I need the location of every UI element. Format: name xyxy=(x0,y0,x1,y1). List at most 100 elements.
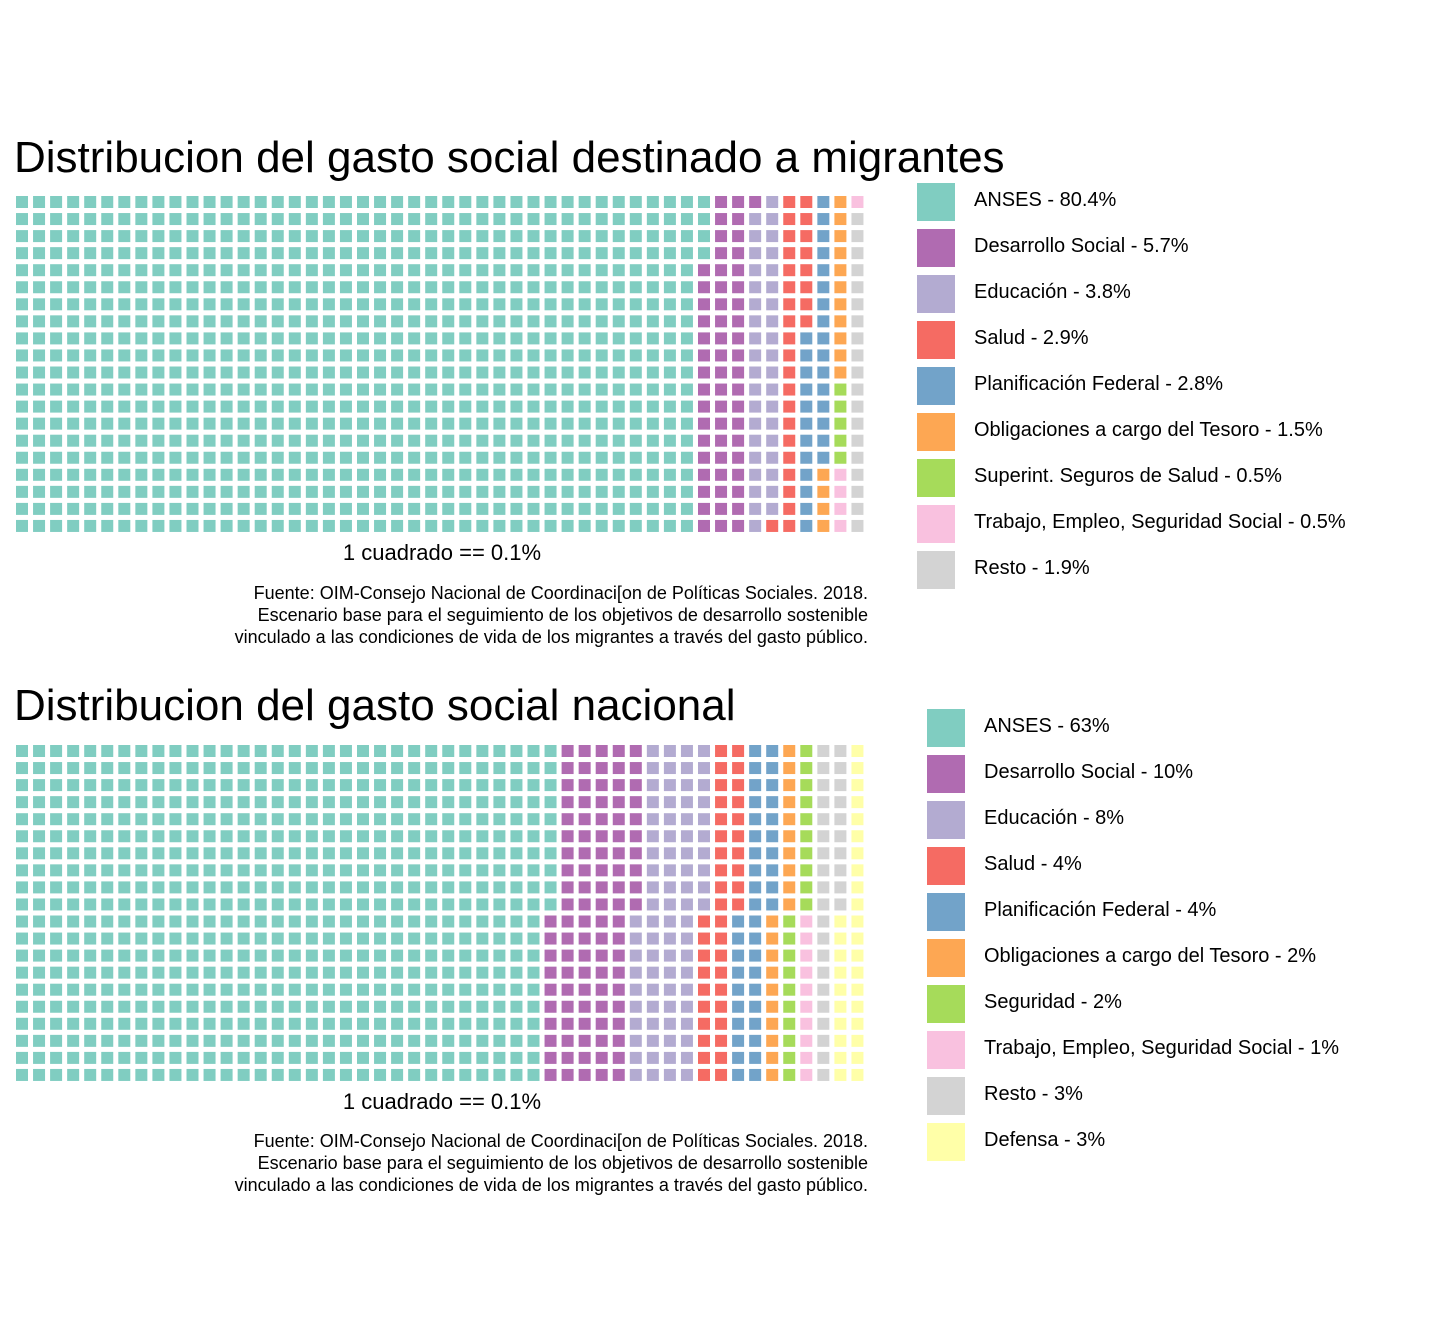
waffle-square-1-0 xyxy=(544,779,557,792)
waffle-square-1-0 xyxy=(322,1051,335,1064)
legend-key-swatch xyxy=(927,985,965,1023)
waffle-square-0-0 xyxy=(493,315,506,328)
waffle-square-1-0 xyxy=(322,745,335,757)
waffle-square-1-0 xyxy=(391,864,404,877)
waffle-square-0-0 xyxy=(203,298,216,311)
waffle-square-0-7 xyxy=(834,485,847,498)
waffle-square-0-3 xyxy=(783,298,796,311)
waffle-square-1-0 xyxy=(374,779,387,792)
waffle-square-0-0 xyxy=(391,434,404,447)
waffle-square-0-0 xyxy=(357,281,369,294)
waffle-square-1-0 xyxy=(357,1051,369,1064)
waffle-square-1-0 xyxy=(442,1068,455,1081)
waffle-square-0-0 xyxy=(67,468,80,481)
waffle-square-0-0 xyxy=(152,298,165,311)
legend-label: ANSES - 63% xyxy=(984,715,1110,737)
waffle-square-0-0 xyxy=(271,383,284,396)
waffle-square-0-0 xyxy=(152,332,165,345)
waffle-square-0-0 xyxy=(118,315,131,328)
waffle-square-1-0 xyxy=(186,983,199,996)
waffle-square-1-0 xyxy=(339,779,352,792)
waffle-square-0-0 xyxy=(237,298,250,311)
waffle-square-1-0 xyxy=(237,966,250,979)
waffle-square-1-0 xyxy=(50,1017,63,1030)
waffle-square-1-0 xyxy=(510,796,523,809)
waffle-square-0-0 xyxy=(561,519,574,532)
waffle-square-1-3 xyxy=(698,949,710,962)
waffle-square-0-0 xyxy=(288,213,301,226)
waffle-square-0-0 xyxy=(476,485,489,498)
waffle-square-1-0 xyxy=(442,1017,455,1030)
waffle-square-0-0 xyxy=(288,417,301,430)
waffle-square-1-0 xyxy=(476,847,489,860)
waffle-square-1-0 xyxy=(186,762,199,775)
waffle-square-0-0 xyxy=(663,502,676,515)
waffle-square-1-0 xyxy=(476,898,489,911)
waffle-square-0-3 xyxy=(800,264,813,277)
waffle-square-0-0 xyxy=(493,332,506,345)
waffle-square-0-0 xyxy=(203,502,216,515)
waffle-square-1-0 xyxy=(493,762,506,775)
waffle-square-0-0 xyxy=(595,485,608,498)
waffle-square-1-2 xyxy=(646,1051,659,1064)
waffle-square-0-0 xyxy=(16,332,28,345)
waffle-square-1-1 xyxy=(578,881,591,894)
waffle-square-1-0 xyxy=(152,830,165,843)
waffle-square-0-0 xyxy=(442,502,455,515)
waffle-square-0-0 xyxy=(16,230,28,243)
waffle-square-0-0 xyxy=(186,247,199,260)
waffle-square-1-1 xyxy=(561,932,574,945)
waffle-square-0-0 xyxy=(169,434,182,447)
waffle-square-0-0 xyxy=(271,417,284,430)
waffle-square-1-1 xyxy=(544,915,557,928)
waffle-square-0-0 xyxy=(254,417,267,430)
waffle-square-0-0 xyxy=(322,213,335,226)
waffle-square-0-0 xyxy=(288,485,301,498)
waffle-square-0-0 xyxy=(408,298,421,311)
waffle-square-1-0 xyxy=(408,745,421,757)
waffle-square-1-0 xyxy=(237,881,250,894)
waffle-square-0-0 xyxy=(101,332,114,345)
waffle-square-1-9 xyxy=(851,915,864,928)
waffle-square-1-5 xyxy=(766,983,779,996)
waffle-square-0-0 xyxy=(544,315,557,328)
waffle-square-1-0 xyxy=(476,983,489,996)
waffle-square-0-5 xyxy=(834,349,847,362)
waffle-square-1-1 xyxy=(612,966,625,979)
waffle-square-0-4 xyxy=(817,264,830,277)
waffle-square-0-0 xyxy=(186,485,199,498)
waffle-square-1-6 xyxy=(783,966,796,979)
waffle-square-1-0 xyxy=(101,915,114,928)
waffle-square-0-0 xyxy=(374,519,387,532)
waffle-square-0-0 xyxy=(84,298,97,311)
waffle-square-1-0 xyxy=(50,1051,63,1064)
waffle-square-0-1 xyxy=(698,298,710,311)
waffle-square-0-5 xyxy=(834,213,847,226)
waffle-square-0-0 xyxy=(493,451,506,464)
waffle-square-0-1 xyxy=(698,485,710,498)
waffle-square-1-9 xyxy=(851,864,864,877)
waffle-square-0-0 xyxy=(16,417,28,430)
waffle-square-0-1 xyxy=(732,502,745,515)
waffle-square-1-0 xyxy=(510,864,523,877)
waffle-square-1-8 xyxy=(817,1017,830,1030)
waffle-square-0-0 xyxy=(186,383,199,396)
waffle-square-1-0 xyxy=(220,796,233,809)
waffle-square-1-3 xyxy=(732,796,745,809)
waffle-square-0-0 xyxy=(578,264,591,277)
waffle-square-1-3 xyxy=(715,932,728,945)
waffle-square-1-9 xyxy=(851,813,864,826)
waffle-square-0-0 xyxy=(680,451,693,464)
waffle-square-1-1 xyxy=(578,915,591,928)
waffle-square-1-6 xyxy=(783,983,796,996)
waffle-square-0-0 xyxy=(220,366,233,379)
waffle-square-1-0 xyxy=(544,864,557,877)
waffle-square-0-0 xyxy=(339,298,352,311)
legend-key-swatch xyxy=(927,1077,965,1115)
waffle-square-1-0 xyxy=(152,1034,165,1047)
waffle-square-0-0 xyxy=(254,298,267,311)
waffle-square-1-4 xyxy=(732,949,745,962)
waffle-square-0-0 xyxy=(629,247,642,260)
waffle-square-1-0 xyxy=(220,932,233,945)
waffle-square-0-0 xyxy=(408,315,421,328)
